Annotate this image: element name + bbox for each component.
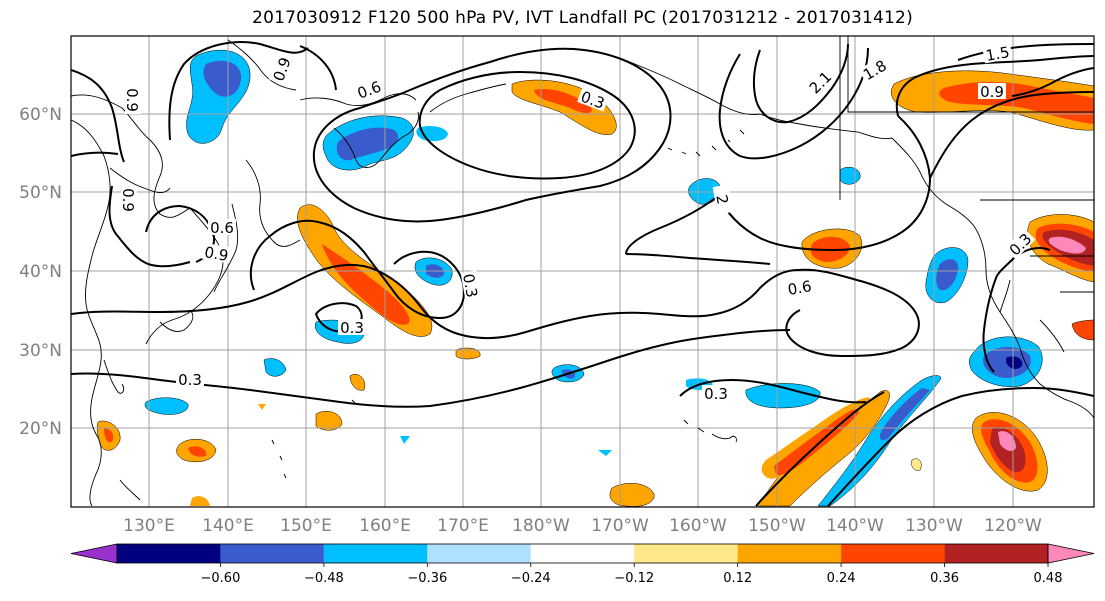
lat-label: 40°N [19, 262, 62, 282]
contour-label: 1.5 [984, 43, 1011, 65]
colorbar-swatch [737, 544, 842, 563]
contour-label-bg [577, 86, 609, 112]
colorbar-swatch [323, 544, 428, 563]
contour-label-bg [208, 219, 236, 235]
colorbar-tick-label: −0.12 [614, 571, 654, 586]
contour-label: 0.3 [704, 385, 728, 403]
contour-label: 0.9 [203, 243, 230, 265]
contour-label-bg [121, 186, 137, 214]
contour-label: 0.3 [459, 272, 481, 299]
colorbar-tick-label: 0.12 [723, 571, 752, 586]
pv-anomaly-shading [96, 49, 1094, 507]
colorbar-swatch [944, 544, 1048, 563]
lon-label: 140°W [826, 516, 884, 536]
lon-label: 170°W [591, 516, 649, 536]
contour-labels: 0.9 0.6 0.30.90.60.90.90.30.30.60.30.32.1 1… [119, 42, 1036, 403]
lat-label: 30°N [19, 341, 62, 361]
lon-label: 180°W [512, 516, 570, 536]
colorbar-swatch [530, 544, 635, 563]
contour-label: 0.9 [123, 88, 141, 112]
colorbar-tick-label: −0.36 [407, 571, 447, 586]
lon-label: 130°E [123, 516, 175, 536]
contour-label-bg [712, 184, 734, 215]
contour-label: 0.3 [178, 371, 202, 389]
contour-label-bg [804, 66, 836, 98]
contour-label-bg [176, 371, 204, 387]
contour-label-bg [784, 276, 815, 298]
lon-label: 150°E [280, 516, 332, 536]
colorbar-swatch [427, 544, 531, 563]
colorbar-tick-label: 0.48 [1034, 571, 1063, 586]
lon-label: 140°E [202, 516, 254, 536]
colorbar: −0.60 −0.48 −0.36 −0.24 −0.12 0.12 0.24 0.36 0.4… [70, 543, 1095, 586]
colorbar-extend-max [1047, 543, 1095, 564]
lat-label: 20°N [19, 419, 62, 439]
contour-label-bg [353, 76, 385, 102]
contour-label-bg [125, 86, 141, 114]
longitude-axis: 130°E 140°E 150°E 160°E 170°E 180°W 170°W 160°W… [123, 516, 1042, 536]
lon-label: 160°E [359, 516, 411, 536]
contour-label-bg [201, 242, 232, 264]
contour-label: 2.1 [806, 68, 836, 98]
colorbar-tick-label: 0.24 [827, 571, 856, 586]
colorbar-tick-label: −0.24 [511, 571, 551, 586]
graticule [71, 36, 1094, 507]
lon-label: 160°W [669, 516, 727, 536]
contour-label-bg [978, 83, 1006, 99]
latitude-axis: 60°N 50°N 40°N 30°N 20°N [19, 105, 62, 439]
contour-label-bg [1004, 228, 1036, 260]
lat-label: 60°N [19, 105, 62, 125]
contour-label-bg [338, 319, 366, 335]
colorbar-swatch [634, 544, 738, 563]
colorbar-swatch [117, 544, 221, 563]
contour-label-bg [982, 42, 1013, 64]
colorbar-tick-label: −0.60 [201, 571, 241, 586]
contour-label: 0.6 [786, 277, 813, 299]
contour-label: 0.9 [980, 83, 1004, 101]
negative-anomalies [144, 49, 1043, 507]
colorbar-extend-min [70, 543, 118, 564]
map-frame [70, 35, 1095, 508]
contour-label: 2 [712, 193, 731, 206]
contour-label-bg [460, 270, 482, 301]
colorbar-tick-label: −0.48 [304, 571, 344, 586]
contour-label: 0.3 [340, 319, 364, 337]
contour-label-bg [268, 53, 294, 85]
coastlines [71, 36, 1094, 507]
colorbar-swatch [220, 544, 324, 563]
contour-label: 0.6 [210, 219, 234, 237]
lon-label: 170°E [437, 516, 489, 536]
pv-contours [71, 41, 1094, 507]
lon-label: 120°W [984, 516, 1042, 536]
lat-label: 50°N [19, 183, 62, 203]
colorbar-outline [116, 543, 1049, 564]
map-title: 2017030912 F120 500 hPa PV, IVT Landfall… [252, 8, 913, 28]
lon-label: 150°W [748, 516, 806, 536]
contour-label-bg [702, 385, 730, 401]
contour-label: 0.9 [119, 188, 137, 212]
colorbar-tick-label: 0.36 [930, 571, 959, 586]
lon-label: 130°W [905, 516, 963, 536]
colorbar-swatch [841, 544, 945, 563]
contour-label-bg [858, 55, 891, 84]
